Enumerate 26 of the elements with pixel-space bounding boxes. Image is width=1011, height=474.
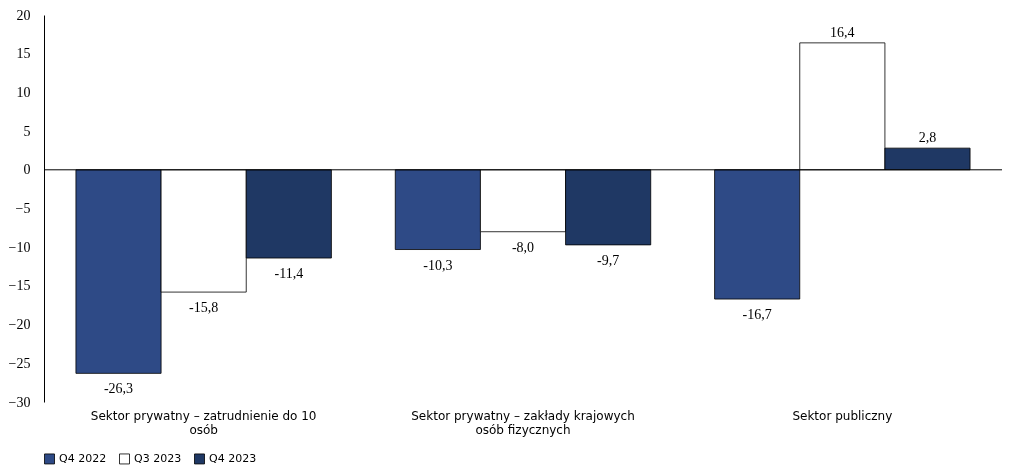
y-tick-label: −25: [8, 355, 31, 371]
y-tick-label: 20: [16, 7, 31, 23]
legend-label: Q3 2023: [134, 451, 182, 465]
x-tick-label: Sektor prywatny – zatrudnienie do 10 osób: [90, 408, 317, 437]
y-tick-label: −10: [8, 239, 31, 255]
data-label: 2,8: [918, 130, 937, 146]
y-tick-label: −15: [8, 278, 31, 294]
y-tick-label: −20: [8, 317, 31, 333]
data-label: -11,4: [274, 266, 304, 282]
legend-label: Q4 2023: [209, 451, 257, 465]
x-tick-label: Sektor prywatny – zakłady krajowych osób fizycznych: [411, 408, 635, 437]
y-tick-label: 10: [16, 84, 31, 100]
y-tick-label: 0: [23, 162, 31, 178]
y-tick-label: −30: [8, 394, 31, 410]
data-label: 16,4: [830, 24, 855, 40]
data-label: -16,7: [742, 307, 772, 323]
y-tick-label: −5: [15, 201, 31, 216]
x-tick-label: Sektor publiczny: [792, 408, 893, 423]
y-tick-label: 15: [16, 46, 31, 62]
data-label: -10,3: [423, 257, 453, 273]
y-tick-label: 5: [23, 123, 31, 139]
data-label: -8,0: [511, 239, 535, 255]
data-label: -26,3: [103, 381, 134, 397]
data-label: -15,8: [189, 300, 219, 316]
data-label: -9,7: [597, 252, 620, 268]
legend-label: Q4 2022: [59, 451, 107, 465]
